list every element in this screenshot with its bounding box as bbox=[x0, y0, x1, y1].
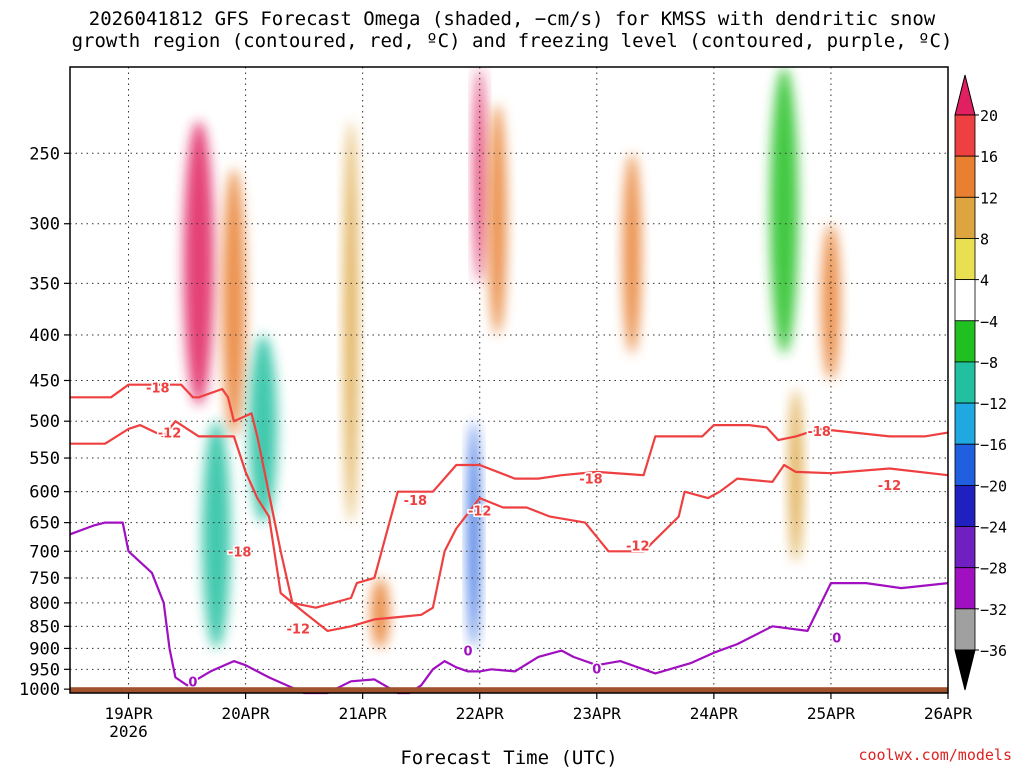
credit-text: coolwx.com/models bbox=[858, 746, 1012, 764]
contour-line-1 bbox=[70, 420, 949, 633]
colorbar-label-13: −36 bbox=[980, 642, 1007, 660]
colorbar-box-11 bbox=[954, 567, 976, 610]
colorbar: 20 16 12 8 4 −4 −8 −12 −16 −20 −24 −28 −32 −36 bbox=[954, 74, 1007, 691]
ytick-label-650: 650 bbox=[29, 514, 60, 534]
ytick-label-400: 400 bbox=[29, 326, 60, 346]
ytick-label-1000: 1000 bbox=[19, 680, 60, 700]
colorbar-box-12 bbox=[954, 608, 976, 651]
contour-label-6: -18 bbox=[579, 473, 603, 488]
omega-shade-9 bbox=[770, 67, 799, 354]
colorbar-label-4: 4 bbox=[980, 272, 989, 290]
ground-terrain bbox=[70, 687, 948, 693]
colorbar-label-10: −24 bbox=[980, 519, 1007, 537]
omega-shading-layer bbox=[183, 67, 841, 649]
contour-line-0 bbox=[70, 383, 949, 609]
contour-label-8: -18 bbox=[807, 425, 831, 440]
omega-shade-2 bbox=[202, 421, 231, 649]
xtick-label-26APR: 26APR bbox=[924, 704, 973, 723]
ytick-label-300: 300 bbox=[29, 215, 60, 235]
omega-shade-6 bbox=[468, 421, 480, 649]
colorbar-label-8: −16 bbox=[980, 436, 1007, 454]
xtick-label-20APR: 20APR bbox=[222, 704, 271, 723]
colorbar-label-12: −32 bbox=[980, 601, 1007, 619]
omega-shade-0 bbox=[183, 121, 214, 406]
colorbar-label-0: 20 bbox=[980, 107, 998, 125]
xtick-label-25APR: 25APR bbox=[807, 704, 856, 723]
colorbar-box-6 bbox=[954, 361, 976, 404]
colorbar-box-0 bbox=[954, 114, 976, 157]
pressure-axis: 2503003504004505005506006507007508008509… bbox=[19, 144, 70, 700]
omega-shade-5 bbox=[473, 67, 486, 284]
colorbar-label-6: −8 bbox=[980, 354, 998, 372]
ytick-label-350: 350 bbox=[29, 274, 60, 294]
contour-line-2 bbox=[69, 521, 949, 695]
ytick-label-250: 250 bbox=[29, 144, 60, 164]
ytick-label-550: 550 bbox=[29, 449, 60, 469]
contour-label-12: 0 bbox=[592, 663, 601, 678]
ytick-label-750: 750 bbox=[29, 569, 60, 589]
ytick-label-950: 950 bbox=[29, 660, 60, 680]
colorbar-label-3: 8 bbox=[980, 230, 989, 248]
contour-label-7: -12 bbox=[626, 540, 650, 555]
contour-label-3: -12 bbox=[287, 623, 311, 638]
colorbar-box-3 bbox=[954, 238, 976, 281]
ytick-label-450: 450 bbox=[29, 371, 60, 391]
xtick-year-label: 2026 bbox=[109, 722, 148, 741]
colorbar-label-2: 12 bbox=[980, 189, 998, 207]
time-axis: 19APR 20APR 21APR 22APR 23APR 24APR 25APR 26APR… bbox=[104, 693, 972, 741]
colorbar-label-1: 16 bbox=[980, 148, 998, 166]
contour-label-11: 0 bbox=[464, 645, 473, 660]
contour-label-9: -12 bbox=[878, 479, 902, 494]
ytick-label-900: 900 bbox=[29, 639, 60, 659]
colorbar-box-7 bbox=[954, 402, 976, 445]
omega-shade-7 bbox=[487, 103, 507, 335]
ytick-label-800: 800 bbox=[29, 594, 60, 614]
chart-title-line-1: 2026041812 GFS Forecast Omega (shaded, −… bbox=[88, 8, 936, 30]
contour-label-1: -12 bbox=[158, 427, 182, 442]
colorbar-box-10 bbox=[954, 526, 976, 569]
xtick-label-19APR: 19APR bbox=[104, 704, 153, 723]
colorbar-label-11: −28 bbox=[980, 560, 1007, 578]
ytick-label-500: 500 bbox=[29, 412, 60, 432]
colorbar-label-5: −4 bbox=[980, 313, 998, 331]
colorbar-top-triangle bbox=[954, 74, 976, 116]
colorbar-box-1 bbox=[954, 155, 976, 198]
xtick-label-23APR: 23APR bbox=[573, 704, 622, 723]
omega-shade-11 bbox=[821, 223, 841, 381]
colorbar-bottom-triangle bbox=[954, 649, 976, 691]
ytick-label-600: 600 bbox=[29, 483, 60, 503]
colorbar-box-2 bbox=[954, 196, 976, 239]
chart-title-line-2: growth region (contoured, red, ºC) and f… bbox=[71, 30, 953, 52]
ytick-label-700: 700 bbox=[29, 542, 60, 562]
omega-shade-12 bbox=[370, 577, 390, 649]
omega-shade-1 bbox=[222, 168, 246, 437]
ytick-label-850: 850 bbox=[29, 617, 60, 637]
contour-label-0: -18 bbox=[146, 381, 170, 396]
xtick-label-24APR: 24APR bbox=[690, 704, 739, 723]
omega-shade-4 bbox=[343, 121, 358, 523]
xtick-label-22APR: 22APR bbox=[456, 704, 505, 723]
omega-shade-8 bbox=[622, 153, 642, 354]
contour-label-13: 0 bbox=[832, 632, 841, 647]
colorbar-box-4 bbox=[954, 279, 976, 322]
colorbar-label-7: −12 bbox=[980, 395, 1007, 413]
x-axis-label: Forecast Time (UTC) bbox=[400, 747, 617, 768]
xtick-label-21APR: 21APR bbox=[339, 704, 388, 723]
colorbar-label-9: −20 bbox=[980, 477, 1007, 495]
omega-shade-3 bbox=[249, 334, 278, 523]
colorbar-box-8 bbox=[954, 443, 976, 486]
omega-shade-10 bbox=[788, 388, 803, 563]
colorbar-box-9 bbox=[954, 484, 976, 527]
contour-label-4: -18 bbox=[404, 494, 428, 509]
contour-label-2: -18 bbox=[228, 545, 252, 560]
contour-label-5: -12 bbox=[468, 505, 492, 520]
colorbar-box-5 bbox=[954, 320, 976, 363]
